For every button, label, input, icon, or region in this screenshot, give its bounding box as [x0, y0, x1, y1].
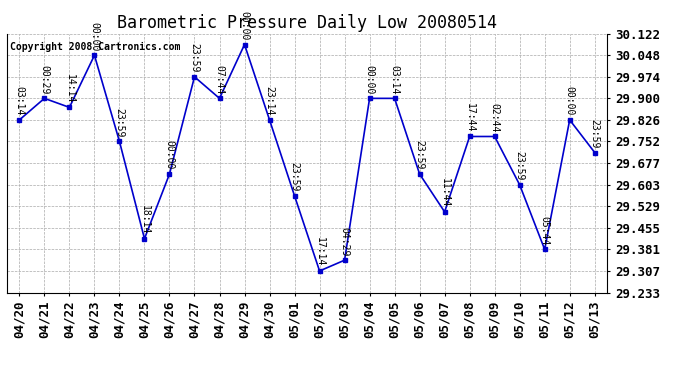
Text: 00:00: 00:00	[564, 86, 575, 116]
Text: 00:29: 00:29	[39, 65, 50, 94]
Text: 05:44: 05:44	[540, 216, 550, 245]
Text: 23:59: 23:59	[515, 151, 524, 181]
Text: 18:14: 18:14	[139, 205, 150, 234]
Text: 11:44: 11:44	[440, 178, 450, 208]
Text: 23:59: 23:59	[115, 108, 124, 137]
Text: 17:44: 17:44	[464, 103, 475, 132]
Text: 23:59: 23:59	[190, 43, 199, 73]
Text: 00:00: 00:00	[164, 141, 175, 170]
Title: Barometric Pressure Daily Low 20080514: Barometric Pressure Daily Low 20080514	[117, 14, 497, 32]
Text: 23:59: 23:59	[415, 141, 424, 170]
Text: 02:44: 02:44	[490, 103, 500, 132]
Text: 14:14: 14:14	[64, 74, 75, 103]
Text: 00:00: 00:00	[239, 11, 250, 40]
Text: 00:00: 00:00	[364, 65, 375, 94]
Text: 23:59: 23:59	[590, 119, 600, 148]
Text: 03:14: 03:14	[14, 86, 24, 116]
Text: 23:14: 23:14	[264, 86, 275, 116]
Text: 04:29: 04:29	[339, 226, 350, 256]
Text: 00:00: 00:00	[90, 22, 99, 51]
Text: 17:14: 17:14	[315, 237, 324, 267]
Text: 23:59: 23:59	[290, 162, 299, 192]
Text: Copyright 2008 Cartronics.com: Copyright 2008 Cartronics.com	[10, 42, 180, 51]
Text: 03:14: 03:14	[390, 65, 400, 94]
Text: 07:44: 07:44	[215, 65, 224, 94]
